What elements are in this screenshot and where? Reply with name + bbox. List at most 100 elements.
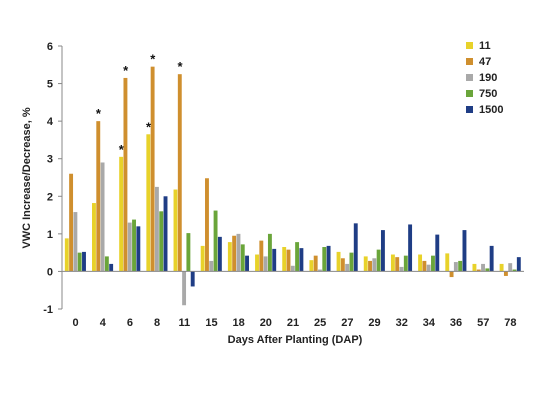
x-tick-label: 32 <box>396 317 408 329</box>
significance-mark: * <box>119 142 125 157</box>
x-tick-label: 27 <box>341 317 353 329</box>
legend-swatch-47 <box>466 58 473 65</box>
legend-label-750: 750 <box>479 88 497 100</box>
significance-marks: * * * * * * <box>96 52 184 157</box>
y-tick-label: -1 <box>43 304 53 316</box>
x-tick-label: 57 <box>477 317 489 329</box>
x-tick-label: 21 <box>287 317 299 329</box>
bar-750-dap-11 <box>186 233 191 272</box>
x-tick-label: 78 <box>504 317 516 329</box>
bar-11-dap-8 <box>146 134 151 272</box>
y-tick-label: 0 <box>47 266 53 278</box>
bar-11-dap-36 <box>445 253 450 272</box>
bar-47-dap-11 <box>177 74 182 272</box>
bar-1500-dap-20 <box>272 248 277 272</box>
bar-1500-dap-18 <box>245 255 249 272</box>
y-tick-label: 6 <box>47 41 53 53</box>
bar-190-dap-15 <box>209 260 214 272</box>
bars-layer <box>64 66 521 306</box>
y-axis-title: VWC Increase/Decrease, % <box>21 107 33 248</box>
bar-47-dap-0 <box>69 173 74 272</box>
bar-750-dap-32 <box>403 255 408 272</box>
bar-11-dap-0 <box>64 238 69 272</box>
bar-47-dap-27 <box>340 258 345 272</box>
x-tick-label: 4 <box>100 317 107 329</box>
bar-11-dap-25 <box>309 260 314 272</box>
bar-750-dap-0 <box>77 252 82 272</box>
x-tick-label: 29 <box>368 317 380 329</box>
bar-1500-dap-21 <box>299 248 304 272</box>
bar-47-dap-8 <box>150 66 155 272</box>
bar-750-dap-57 <box>485 268 490 272</box>
bar-1500-dap-34 <box>435 234 440 272</box>
bar-190-dap-32 <box>399 266 404 272</box>
bar-47-dap-18 <box>232 235 237 272</box>
bar-750-dap-34 <box>431 255 435 272</box>
x-tick-label: 0 <box>73 317 79 329</box>
bar-190-dap-18 <box>236 233 241 272</box>
y-tick-label: 5 <box>47 79 53 91</box>
significance-mark: * <box>177 59 183 74</box>
bar-47-dap-36 <box>449 271 454 278</box>
x-tick-label: 11 <box>178 317 190 329</box>
bar-1500-dap-29 <box>380 230 385 272</box>
bar-47-dap-21 <box>286 249 291 272</box>
bar-750-dap-27 <box>349 252 354 272</box>
bar-750-dap-29 <box>376 249 381 272</box>
bar-190-dap-6 <box>127 222 132 272</box>
legend-label-47: 47 <box>479 56 491 68</box>
bar-47-dap-29 <box>368 260 372 272</box>
bar-11-dap-27 <box>336 251 341 272</box>
bar-190-dap-57 <box>481 263 485 272</box>
bar-750-dap-25 <box>322 247 327 272</box>
legend-label-11: 11 <box>479 40 491 52</box>
significance-mark: * <box>123 63 129 78</box>
bar-1500-dap-15 <box>217 236 222 272</box>
bar-190-dap-27 <box>345 263 350 272</box>
x-tick-label: 18 <box>233 317 245 329</box>
bar-11-dap-78 <box>499 263 504 272</box>
legend-label-190: 190 <box>479 72 497 84</box>
bar-190-dap-78 <box>508 263 513 272</box>
bar-750-dap-78 <box>512 269 517 272</box>
bar-1500-dap-25 <box>326 245 331 272</box>
x-axis-title: Days After Planting (DAP) <box>228 334 363 346</box>
bar-47-dap-57 <box>476 269 481 272</box>
bar-47-dap-25 <box>313 255 318 272</box>
significance-mark: * <box>150 52 156 67</box>
bar-190-dap-20 <box>263 256 268 272</box>
bar-190-dap-8 <box>154 186 159 272</box>
bar-47-dap-20 <box>259 240 264 272</box>
bar-11-dap-32 <box>390 254 395 272</box>
legend-label-1500: 1500 <box>479 104 503 116</box>
bar-11-dap-29 <box>363 256 368 272</box>
bar-750-dap-15 <box>213 210 218 272</box>
bar-11-dap-57 <box>472 263 477 272</box>
bar-47-dap-15 <box>205 178 209 272</box>
bar-190-dap-36 <box>453 262 458 272</box>
bar-1500-dap-36 <box>462 230 467 272</box>
bar-190-dap-34 <box>426 264 431 272</box>
significance-mark: * <box>96 106 102 121</box>
x-tick-label: 34 <box>423 317 436 329</box>
y-tick-label: 1 <box>47 229 53 241</box>
y-tick-label: 2 <box>47 191 53 203</box>
significance-mark: * <box>146 119 152 134</box>
bar-750-dap-20 <box>267 233 272 272</box>
bar-1500-dap-8 <box>163 196 168 272</box>
bar-1500-dap-0 <box>82 251 86 272</box>
y-tick-label: 3 <box>47 154 53 166</box>
bar-11-dap-4 <box>92 203 96 272</box>
bar-750-dap-4 <box>104 256 109 272</box>
bar-47-dap-32 <box>395 257 400 272</box>
bar-11-dap-20 <box>255 254 259 272</box>
bar-11-dap-18 <box>227 242 232 272</box>
bar-1500-dap-32 <box>408 224 413 272</box>
bar-750-dap-18 <box>240 244 245 272</box>
bar-190-dap-0 <box>73 212 78 272</box>
bar-750-dap-8 <box>159 211 164 272</box>
bar-1500-dap-6 <box>136 226 141 272</box>
bar-1500-dap-27 <box>353 223 358 272</box>
